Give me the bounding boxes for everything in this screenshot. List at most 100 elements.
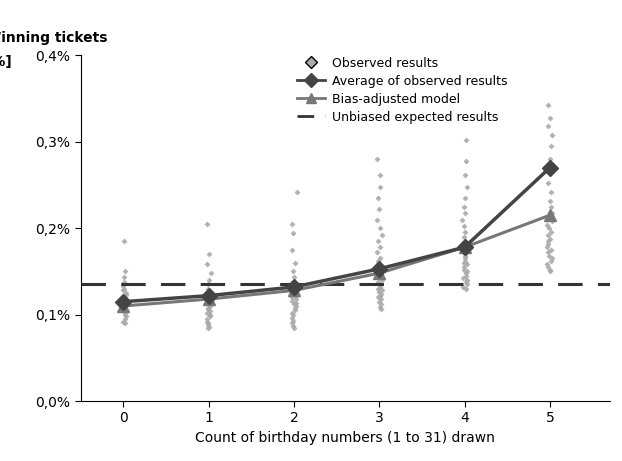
Point bbox=[205, 288, 215, 295]
Point bbox=[203, 281, 213, 288]
Point bbox=[374, 289, 384, 296]
Point bbox=[121, 311, 131, 319]
Point bbox=[121, 313, 131, 320]
Point bbox=[544, 225, 554, 232]
Point bbox=[375, 303, 385, 311]
Point bbox=[120, 315, 130, 323]
Point bbox=[287, 246, 297, 254]
Point bbox=[461, 269, 471, 277]
Point bbox=[202, 220, 212, 228]
Point bbox=[372, 269, 382, 277]
Point bbox=[547, 131, 557, 139]
Point bbox=[290, 292, 300, 299]
Point bbox=[287, 229, 297, 236]
Point bbox=[118, 294, 128, 301]
Point bbox=[119, 237, 129, 245]
Point bbox=[290, 285, 300, 292]
Point bbox=[205, 311, 215, 319]
Point bbox=[376, 275, 386, 282]
Point bbox=[457, 216, 467, 223]
Point bbox=[116, 304, 126, 312]
Point bbox=[287, 297, 297, 305]
Point bbox=[547, 218, 557, 225]
Point bbox=[119, 278, 129, 285]
Point bbox=[203, 321, 213, 329]
Point bbox=[202, 309, 211, 317]
Point bbox=[373, 273, 383, 280]
Point bbox=[289, 325, 299, 332]
Point bbox=[287, 281, 297, 288]
Point bbox=[460, 250, 470, 258]
Point bbox=[462, 261, 471, 268]
Point bbox=[373, 194, 383, 201]
Point bbox=[376, 290, 386, 298]
Point bbox=[545, 155, 555, 163]
Point bbox=[543, 123, 553, 130]
Point bbox=[376, 296, 386, 303]
Point bbox=[542, 179, 552, 187]
Point bbox=[462, 281, 472, 288]
Point bbox=[458, 283, 468, 291]
Point bbox=[121, 290, 131, 297]
Point bbox=[376, 301, 386, 308]
Point bbox=[460, 249, 470, 256]
Point bbox=[291, 296, 301, 303]
Point bbox=[377, 277, 387, 284]
Point bbox=[461, 136, 471, 144]
Point bbox=[546, 228, 556, 236]
Point bbox=[546, 188, 556, 195]
Point bbox=[205, 296, 215, 303]
Point bbox=[375, 282, 385, 289]
Point bbox=[543, 102, 553, 109]
Point bbox=[203, 285, 213, 292]
Point bbox=[203, 325, 213, 332]
Legend: Observed results, Average of observed results, Bias-adjusted model, Unbiased exp: Observed results, Average of observed re… bbox=[292, 52, 513, 129]
Point bbox=[545, 266, 555, 273]
Point bbox=[372, 266, 382, 273]
Point bbox=[287, 283, 297, 291]
Point bbox=[205, 250, 215, 258]
Point bbox=[462, 285, 471, 292]
Point bbox=[287, 294, 297, 301]
Point bbox=[120, 309, 130, 317]
Point bbox=[458, 243, 468, 251]
Point bbox=[287, 287, 297, 294]
Point bbox=[287, 309, 297, 317]
Point bbox=[546, 257, 556, 265]
Point bbox=[542, 237, 552, 245]
Point bbox=[547, 255, 557, 262]
Point bbox=[458, 223, 468, 230]
Point bbox=[462, 268, 471, 275]
Point bbox=[547, 214, 557, 222]
Point bbox=[459, 266, 469, 273]
Point bbox=[120, 307, 130, 315]
Point bbox=[460, 228, 470, 236]
Point bbox=[119, 297, 129, 305]
Point bbox=[204, 277, 214, 284]
Point bbox=[376, 231, 386, 239]
Point bbox=[544, 240, 554, 248]
Point bbox=[287, 314, 297, 322]
Point bbox=[292, 302, 302, 310]
Point bbox=[121, 301, 131, 308]
Point bbox=[206, 269, 216, 277]
Point bbox=[542, 261, 552, 268]
Point bbox=[543, 231, 553, 239]
Point bbox=[375, 171, 385, 178]
Point bbox=[375, 271, 385, 278]
Point bbox=[288, 317, 298, 325]
Point bbox=[373, 294, 383, 301]
X-axis label: Count of birthday numbers (1 to 31) drawn: Count of birthday numbers (1 to 31) draw… bbox=[195, 431, 495, 445]
Point bbox=[204, 323, 214, 331]
Point bbox=[116, 306, 126, 313]
Point bbox=[289, 290, 299, 298]
Text: [%]: [%] bbox=[0, 55, 12, 69]
Point bbox=[287, 289, 297, 296]
Point bbox=[205, 307, 215, 315]
Point bbox=[546, 204, 556, 211]
Point bbox=[372, 155, 382, 163]
Point bbox=[205, 299, 215, 306]
Point bbox=[377, 287, 387, 294]
Point bbox=[544, 168, 554, 176]
Point bbox=[289, 274, 299, 281]
